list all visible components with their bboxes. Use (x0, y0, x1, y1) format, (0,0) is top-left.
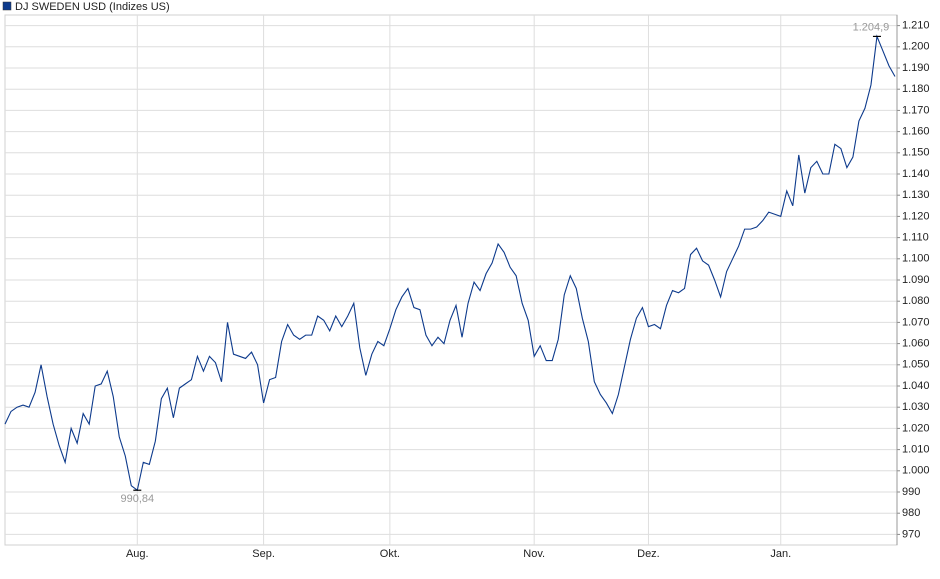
y-tick-label: 1.130 (902, 189, 930, 201)
y-tick-label: 1.090 (902, 274, 930, 286)
x-tick-label: Dez. (637, 548, 660, 560)
value-label: 1.204,9 (853, 21, 890, 33)
line-series (4, 34, 896, 492)
x-tick-label: Nov. (523, 548, 545, 560)
y-tick-label: 1.080 (902, 295, 930, 307)
x-tick-label: Aug. (126, 548, 149, 560)
y-tick-label: 1.000 (902, 465, 930, 477)
y-tick-label: 1.200 (902, 41, 930, 53)
x-tick-label: Sep. (252, 548, 275, 560)
x-tick-label: Okt. (380, 548, 400, 560)
y-tick-label: 1.180 (902, 83, 930, 95)
y-tick-label: 1.070 (902, 316, 930, 328)
y-tick-label: 1.040 (902, 380, 930, 392)
y-tick-label: 1.160 (902, 126, 930, 138)
y-tick-label: 970 (902, 528, 920, 540)
legend-swatch (2, 1, 12, 11)
y-tick-label: 1.140 (902, 168, 930, 180)
y-tick-label: 1.110 (902, 232, 929, 244)
y-tick-label: 1.010 (902, 444, 930, 456)
y-tick-label: 1.210 (902, 20, 930, 32)
value-label: 990,84 (120, 493, 154, 505)
y-tick-label: 1.100 (902, 253, 930, 265)
y-tick-label: 1.030 (902, 401, 930, 413)
y-tick-label: 1.170 (902, 104, 930, 116)
y-tick-label: 1.120 (902, 210, 930, 222)
y-tick-label: 990 (902, 486, 920, 498)
x-tick-label: Jan. (770, 548, 791, 560)
y-tick-label: 1.190 (902, 62, 930, 74)
y-tick-label: 1.020 (902, 422, 930, 434)
y-tick-label: 1.150 (902, 147, 930, 159)
y-tick-label: 980 (902, 507, 920, 519)
legend-label: DJ SWEDEN USD (Indizes US) (15, 1, 170, 13)
y-tick-label: 1.060 (902, 338, 930, 350)
y-tick-label: 1.050 (902, 359, 930, 371)
